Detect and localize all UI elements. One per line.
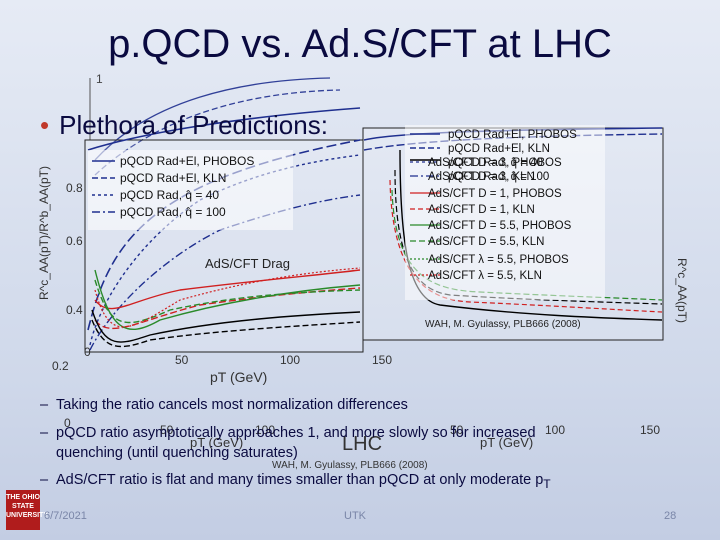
y-tick-0.2: 0.2 (52, 359, 69, 373)
x-tick-50: 50 (175, 353, 189, 367)
ohio-state-logo: THE OHIO STATE UNIVERSITY (6, 490, 48, 530)
dash-icon: – (40, 425, 49, 441)
dash-icon: – (40, 472, 49, 488)
sub-bullet-2-cont-text: quenching (until quenching saturates) (56, 445, 298, 461)
legend-label-0: pQCD Rad+El, PHOBOS (120, 154, 254, 168)
r-legend-label-9: AdS/CFT D = 5.5, KLN (428, 236, 544, 248)
ghost-x-tick-right-50: 50 (450, 423, 464, 437)
x-tick-0: 0 (84, 345, 91, 359)
sub-bullet-1: – Taking the ratio cancels most normaliza… (40, 397, 408, 413)
ghost-x-tick-right-100: 100 (545, 423, 565, 437)
adscft-drag-label: AdS/CFT Drag (205, 256, 290, 271)
ghost-x-label-right: pT (GeV) (480, 435, 533, 450)
r-legend-label-6: AdS/CFT D = 1, PHOBOS (428, 188, 562, 200)
ghost-lhc-label: LHC (342, 433, 382, 455)
ghost-x-tick-100: 100 (255, 423, 275, 437)
r-legend-label-11: AdS/CFT λ = 5.5, KLN (428, 270, 542, 282)
r-legend-label-0: pQCD Rad+El, PHOBOS (448, 129, 577, 141)
dash-icon: – (40, 397, 49, 413)
r-legend-label-10: AdS/CFT λ = 5.5, PHOBOS (428, 254, 569, 266)
back-curve-blue (94, 77, 331, 161)
left-legend-box (88, 150, 293, 230)
r-legend-label-5: AdS/CFT D = 3, KLN (428, 171, 535, 183)
right-curve-black (399, 149, 663, 321)
curve-green-dashed (94, 279, 361, 324)
sub-bullet-2: – pQCD ratio asymptotically approaches 1,… (40, 425, 536, 441)
main-bullet-text: Plethora of Predictions: (59, 110, 328, 140)
right-curve-red (389, 179, 663, 313)
curve-rad-q40 (89, 154, 361, 346)
ghost-reference: WAH, M. Gyulassy, PLB666 (2008) (272, 460, 428, 471)
bottom-ghost-plot: 0 50 100 pT (GeV) LHC 50 100 150 pT (GeV… (64, 416, 660, 471)
right-plot-reference: WAH, M. Gyulassy, PLB666 (2008) (425, 319, 581, 330)
right-y-axis-label: R^c_AA(pT) (675, 258, 689, 323)
curve-red-dotted (94, 267, 361, 328)
ghost-x-tick-right-150: 150 (640, 423, 660, 437)
sub-bullet-2-text: pQCD ratio asymptotically approaches 1, … (56, 425, 536, 441)
y-tick-0.4: 0.4 (66, 303, 83, 317)
ghost-x-tick-50: 50 (160, 423, 174, 437)
x-axis-label: pT (GeV) (210, 369, 267, 385)
legend-label-2: pQCD Rad, q̂ = 40 (120, 188, 219, 202)
main-bullet: • Plethora of Predictions: (40, 110, 328, 141)
y-tick-0.6: 0.6 (66, 234, 83, 248)
sub-bullet-1-text: Taking the ratio cancels most normalizat… (56, 397, 408, 413)
subscript-T: T (543, 476, 551, 491)
x-tick-100: 100 (280, 353, 300, 367)
back-curve-blue-dashed (94, 89, 341, 176)
legend-label-3: pQCD Rad, q̂ = 100 (120, 205, 226, 219)
sub-bullet-3-text: AdS/CFT ratio is flat and many times sma… (56, 472, 544, 488)
sub-bullet-2-cont: quenching (until quenching saturates) (56, 445, 298, 461)
back-y-tick-1: 1 (96, 72, 103, 86)
ghost-x-tick-0: 0 (64, 416, 71, 430)
curve-black-solid (91, 309, 361, 343)
curve-red-dashed (94, 287, 361, 330)
right-x-tick-150: 150 (372, 353, 392, 367)
ghost-x-label-left: pT (GeV) (190, 435, 243, 450)
curve-rad-el-phobos (87, 107, 361, 151)
footer-center: UTK (344, 510, 366, 522)
curve-black-dashed (91, 319, 361, 348)
y-axis-label: R^c_AA(pT)/R^b_AA(pT) (37, 166, 51, 300)
slide-title: p.QCD vs. Ad.S/CFT at LHC (108, 22, 612, 66)
footer-page-number: 28 (664, 510, 677, 522)
r-legend-label-4: AdS/CFT D = 3, PHOBOS (428, 157, 562, 169)
right-legend-box (405, 125, 605, 300)
legend-label-1: pQCD Rad+El, KLN (120, 171, 226, 185)
back-plot-top: 1 (89, 72, 341, 176)
r-legend-label-8: AdS/CFT D = 5.5, PHOBOS (428, 220, 572, 232)
r-legend-label-7: AdS/CFT D = 1, KLN (428, 204, 535, 216)
r-legend-label-2: pQCD Rad, q̂ = 40 (448, 157, 543, 169)
sub-bullet-3: – AdS/CFT ratio is flat and many times sm… (40, 472, 551, 491)
r-legend-label-1: pQCD Rad+El, KLN (448, 143, 550, 155)
footer-date: 6/7/2021 (44, 510, 87, 522)
r-legend-label-3: pQCD Rad, q̂ = 100 (448, 171, 549, 183)
curve-red-solid (94, 269, 361, 310)
curve-rad-q100 (89, 194, 361, 351)
y-tick-0.8: 0.8 (66, 181, 83, 195)
bullet-dot-icon: • (40, 110, 50, 140)
